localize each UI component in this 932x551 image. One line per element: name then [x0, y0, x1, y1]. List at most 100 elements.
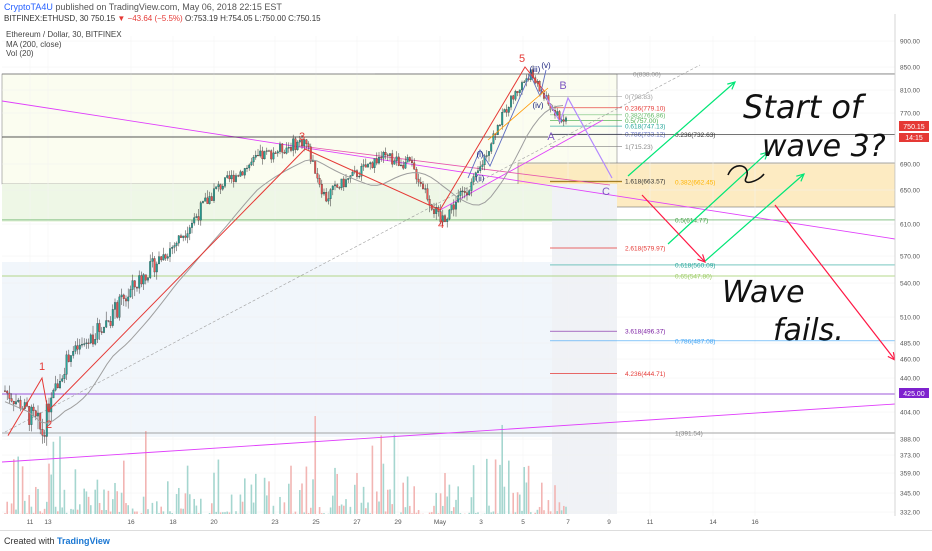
legend-title: Ethereum / Dollar, 30, BITFINEX [6, 30, 122, 40]
volume-bar [321, 513, 323, 514]
volume-bar [539, 507, 541, 514]
candle-body [284, 152, 286, 153]
candle-body [70, 355, 72, 361]
volume-bar [385, 511, 387, 514]
fib-label: 0.5(614.77) [675, 217, 708, 224]
volume-bar [418, 510, 420, 514]
volume-bar [345, 499, 347, 514]
candle-body [352, 172, 354, 176]
volume-bar [563, 506, 565, 514]
candle-body [409, 157, 411, 160]
legend-volume[interactable]: Vol (20) [6, 49, 122, 59]
volume-bar [209, 513, 211, 514]
candle-body [44, 435, 46, 436]
volume-bar [112, 499, 114, 514]
candle-body [165, 255, 167, 259]
author-link[interactable]: CryptoTA4U [4, 2, 53, 12]
published-text: published on TradingView.com, May 06, 20… [55, 2, 281, 12]
candle-body [11, 399, 13, 402]
candle-body [462, 191, 464, 192]
volume-bar [11, 503, 13, 514]
candle-body [156, 264, 158, 272]
volume-bar [110, 512, 112, 514]
volume-bar [367, 502, 369, 514]
candle-body [479, 167, 481, 171]
candle-body [75, 346, 77, 352]
candle-body [226, 176, 228, 178]
volume-bar [196, 506, 198, 514]
volume-bar [416, 513, 418, 514]
fib-zone-gray [552, 184, 617, 514]
candle-body [468, 191, 470, 195]
y-tick-label: 610.00 [900, 222, 920, 229]
fib-label: 4.236(444.71) [625, 371, 665, 378]
candle-body [363, 165, 365, 166]
candle-body [149, 261, 151, 277]
y-tick-label: 345.00 [900, 491, 920, 498]
candle-body [198, 216, 200, 220]
candle-body [6, 391, 8, 393]
volume-bar [171, 513, 173, 514]
volume-bar [145, 431, 147, 514]
candle-body [196, 216, 198, 217]
candle-body [209, 196, 211, 203]
candle-body [176, 243, 178, 245]
volume-bar [499, 465, 501, 514]
candle-body [543, 93, 545, 98]
marked-price-text: 425.00 [903, 391, 925, 398]
volume-bar [429, 513, 431, 514]
volume-bar [363, 487, 365, 514]
candle-body [413, 163, 415, 169]
candle-body [167, 257, 169, 259]
candle-body [152, 259, 154, 262]
fib-label: 1.618(663.57) [625, 179, 665, 186]
volume-bar [215, 512, 217, 514]
volume-bar [477, 512, 479, 514]
tradingview-logo[interactable]: TradingView [57, 536, 110, 546]
volume-bar [449, 485, 451, 514]
candle-body [240, 172, 242, 176]
candle-body [341, 179, 343, 188]
volume-bar [226, 512, 228, 514]
candle-body [332, 186, 334, 190]
volume-bar [383, 464, 385, 514]
candle-body [319, 178, 321, 184]
legend-ma[interactable]: MA (200, close) [6, 40, 122, 50]
volume-bar [17, 457, 19, 514]
volume-bar [185, 493, 187, 514]
candle-body [521, 82, 523, 89]
candle-body [473, 177, 475, 182]
volume-bar [519, 495, 521, 514]
candle-body [130, 289, 132, 296]
candle-body [136, 287, 138, 288]
volume-bar [279, 497, 281, 514]
y-tick-label: 359.00 [900, 471, 920, 478]
candle-body [77, 346, 79, 350]
handwritten-wave-3: wave 3? [762, 129, 886, 164]
volume-bar [141, 513, 143, 514]
candle-body [339, 187, 341, 188]
volume-bar [218, 460, 220, 514]
candle-body [429, 199, 431, 204]
volume-bar [86, 491, 88, 514]
volume-bar [407, 476, 409, 514]
candle-body [398, 157, 400, 166]
volume-bar [534, 513, 536, 514]
candle-body [501, 112, 503, 125]
candle-body [83, 344, 85, 345]
volume-bar [334, 468, 336, 514]
candle-body [317, 174, 319, 179]
volume-bar [178, 488, 180, 514]
candle-body [259, 151, 261, 156]
candle-body [460, 191, 462, 195]
candle-body [391, 154, 393, 165]
candle-body [376, 159, 378, 164]
volume-bar [200, 499, 202, 514]
volume-bar [222, 512, 224, 514]
candle-body [515, 91, 517, 99]
y-tick-label: 810.00 [900, 88, 920, 95]
candle-body [218, 185, 220, 187]
volume-bar [136, 511, 138, 514]
candle-body [279, 144, 281, 152]
